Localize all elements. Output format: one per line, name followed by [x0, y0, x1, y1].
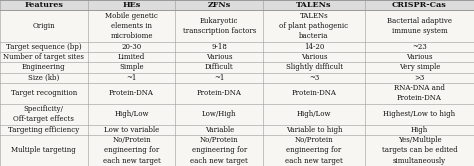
- Text: Slightly difficult: Slightly difficult: [285, 63, 343, 71]
- Text: Simple: Simple: [119, 63, 144, 71]
- Text: Size (kb): Size (kb): [28, 74, 59, 82]
- Text: ~1: ~1: [214, 74, 224, 82]
- Text: Engineering: Engineering: [22, 63, 66, 71]
- Text: 9-18: 9-18: [211, 43, 227, 51]
- Text: Origin: Origin: [33, 22, 55, 30]
- Text: CRISPR-Cas: CRISPR-Cas: [392, 1, 447, 9]
- Text: Highest/Low to high: Highest/Low to high: [383, 110, 456, 118]
- Text: 14-20: 14-20: [304, 43, 324, 51]
- Text: RNA-DNA and
Protein-DNA: RNA-DNA and Protein-DNA: [394, 84, 445, 102]
- Text: High/Low: High/Low: [114, 110, 149, 118]
- Text: Various: Various: [301, 53, 327, 61]
- Text: Low to variable: Low to variable: [104, 126, 159, 134]
- Text: Target recognition: Target recognition: [11, 89, 77, 97]
- Bar: [0, 0, 474, 10]
- Text: ZFNs: ZFNs: [208, 1, 231, 9]
- Text: Protein-DNA: Protein-DNA: [197, 89, 242, 97]
- Text: Various: Various: [206, 53, 232, 61]
- Text: Features: Features: [24, 1, 64, 9]
- Text: HEs: HEs: [122, 1, 141, 9]
- Text: Yes/Multiple
targets can be edited
simultaneously: Yes/Multiple targets can be edited simul…: [382, 136, 457, 165]
- Text: Target sequence (bp): Target sequence (bp): [6, 43, 82, 51]
- Text: High: High: [411, 126, 428, 134]
- Text: Specificity/
Off-target effects: Specificity/ Off-target effects: [13, 105, 74, 123]
- Text: >3: >3: [414, 74, 425, 82]
- Text: No/Protein
engineering for
each new target: No/Protein engineering for each new targ…: [285, 136, 343, 165]
- Text: Bacterial adaptive
immune system: Bacterial adaptive immune system: [387, 17, 452, 35]
- Text: Various: Various: [406, 53, 433, 61]
- Text: Variable to high: Variable to high: [286, 126, 342, 134]
- Text: Low/High: Low/High: [202, 110, 237, 118]
- Text: Variable: Variable: [205, 126, 234, 134]
- Text: Eukaryotic
transcription factors: Eukaryotic transcription factors: [182, 17, 256, 35]
- Text: TALENs
of plant pathogenic
bacteria: TALENs of plant pathogenic bacteria: [280, 12, 348, 40]
- Text: No/Protein
engineering for
each new target: No/Protein engineering for each new targ…: [103, 136, 160, 165]
- Text: ~23: ~23: [412, 43, 427, 51]
- Text: ~1: ~1: [127, 74, 137, 82]
- Text: Very simple: Very simple: [399, 63, 440, 71]
- Text: Difficult: Difficult: [205, 63, 234, 71]
- Text: Protein-DNA: Protein-DNA: [292, 89, 337, 97]
- Text: Number of target sites: Number of target sites: [3, 53, 84, 61]
- Text: ~3: ~3: [309, 74, 319, 82]
- Text: 20-30: 20-30: [121, 43, 142, 51]
- Text: Mobile genetic
elements in
microbiome: Mobile genetic elements in microbiome: [105, 12, 158, 40]
- Text: Targeting efficiency: Targeting efficiency: [8, 126, 80, 134]
- Text: Protein-DNA: Protein-DNA: [109, 89, 154, 97]
- Text: TALENs: TALENs: [296, 1, 332, 9]
- Text: High/Low: High/Low: [297, 110, 331, 118]
- Text: No/Protein
engineering for
each new target: No/Protein engineering for each new targ…: [191, 136, 248, 165]
- Text: Multiple targeting: Multiple targeting: [11, 146, 76, 154]
- Text: Limited: Limited: [118, 53, 145, 61]
